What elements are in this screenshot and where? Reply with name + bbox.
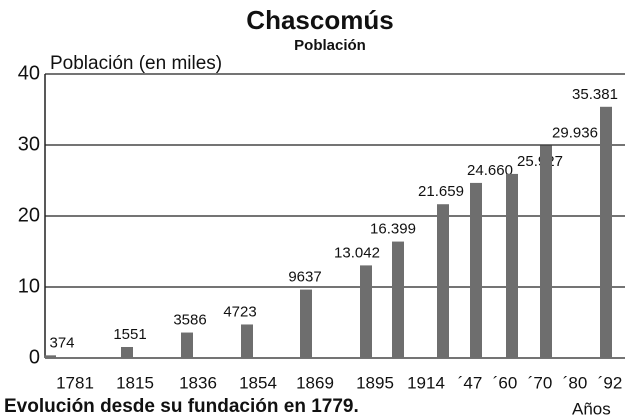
value-label: 29.936 — [552, 124, 598, 141]
bar — [44, 355, 56, 358]
bar — [540, 145, 552, 358]
value-label: 4723 — [223, 303, 256, 320]
x-tick-label: ´60 — [493, 373, 518, 392]
x-tick-label: ´80 — [563, 373, 588, 392]
value-label: 9637 — [288, 269, 321, 286]
bar — [437, 204, 449, 358]
chart: Chascomús Población Población (en miles)… — [0, 0, 634, 419]
x-tick-label: 1895 — [356, 373, 394, 392]
chart-title: Chascomús — [246, 5, 393, 35]
y-axis-label: Población (en miles) — [50, 53, 222, 74]
value-label: 3586 — [173, 312, 206, 329]
x-tick-label: 1854 — [239, 373, 277, 392]
x-tick-label: 1781 — [56, 373, 94, 392]
bar — [241, 324, 253, 358]
bar — [181, 333, 193, 358]
value-label: 21.659 — [418, 183, 464, 200]
x-tick-label: ´92 — [598, 373, 623, 392]
x-tick-label: 1914 — [407, 373, 445, 392]
page: Chascomús Población Población (en miles)… — [0, 0, 634, 419]
x-tick-label: 1869 — [296, 373, 334, 392]
bar — [360, 265, 372, 358]
value-label: 16.399 — [370, 221, 416, 238]
y-tick-label: 0 — [29, 346, 40, 368]
x-tick-label: ´47 — [458, 373, 483, 392]
bar — [506, 174, 518, 358]
bar — [470, 183, 482, 358]
bar — [600, 107, 612, 358]
y-tick-label: 10 — [18, 275, 40, 297]
y-tick-label: 30 — [18, 133, 40, 155]
value-label: 35.381 — [572, 86, 618, 103]
bar — [121, 347, 133, 358]
value-label: 374 — [49, 334, 74, 351]
x-tick-label: 1836 — [179, 373, 217, 392]
x-tick-label: 1815 — [116, 373, 154, 392]
x-axis-label: Años — [572, 399, 611, 418]
bar — [300, 290, 312, 358]
caption: Evolución desde su fundación en 1779. — [4, 396, 359, 417]
x-tick-label: ´70 — [528, 373, 553, 392]
y-tick-label: 40 — [18, 62, 40, 84]
value-label: 1551 — [113, 326, 146, 343]
y-tick-label: 20 — [18, 204, 40, 226]
value-label: 13.042 — [334, 244, 380, 261]
bar — [392, 242, 404, 358]
chart-subtitle: Población — [294, 37, 366, 54]
